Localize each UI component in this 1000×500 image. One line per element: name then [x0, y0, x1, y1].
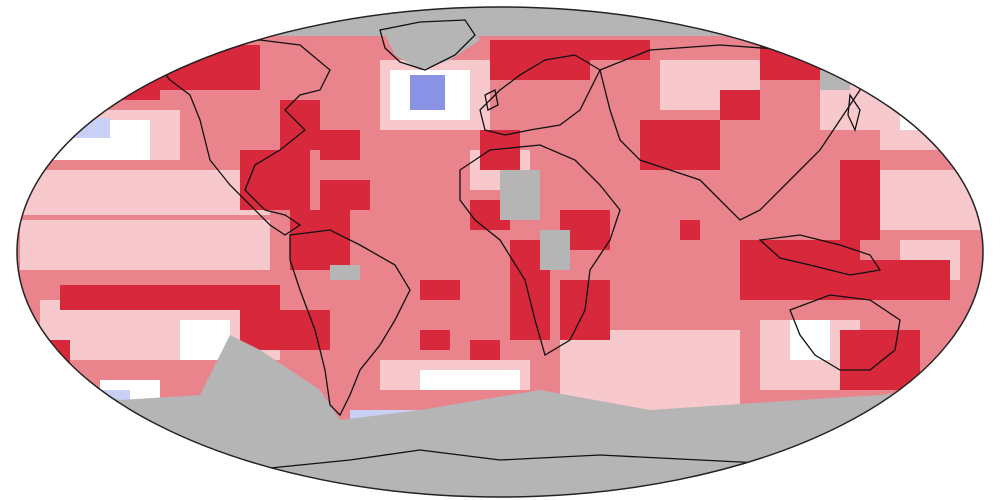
cell-record-warm — [320, 130, 360, 160]
cell-record-warm — [40, 340, 70, 370]
cell-record-warm — [240, 310, 330, 350]
globe-border — [16, 6, 984, 498]
cell-record-warm — [490, 40, 590, 80]
europe-outline — [479, 54, 601, 136]
cell-no-data — [500, 170, 540, 220]
cell-record-warm — [240, 150, 310, 210]
cell-record-warm — [150, 45, 260, 90]
cell-cooler — [60, 118, 110, 138]
cell-record-warm — [680, 220, 700, 240]
cell-record-warm — [640, 120, 720, 170]
antarctic-no-data — [17, 335, 983, 497]
cell-record-warm — [740, 240, 860, 300]
australia-outline — [789, 294, 901, 371]
cell-warmer — [880, 90, 970, 150]
cell-much-cooler — [410, 75, 445, 110]
cell-no-data — [540, 230, 570, 270]
cell-record-warm — [420, 280, 460, 300]
cell-record-warm — [860, 260, 950, 300]
cell-record-warm — [420, 330, 450, 350]
cell-record-warm — [760, 40, 860, 80]
japan-outline — [847, 93, 861, 132]
cell-record-warm — [590, 40, 650, 60]
africa-outline — [459, 144, 621, 356]
north-america-outline — [153, 39, 331, 236]
cell-warmer — [20, 220, 270, 270]
cell-record-warm — [470, 340, 500, 360]
cell-record-warm — [100, 70, 160, 100]
cell-record-warm — [840, 330, 920, 390]
uk-outline — [484, 89, 499, 111]
greenland-no-data — [380, 20, 480, 70]
cell-warmer — [20, 170, 270, 215]
cell-record-warm — [290, 210, 350, 270]
cell-no-data — [330, 265, 360, 280]
south-america-outline — [289, 229, 411, 417]
cell-record-warm — [480, 130, 520, 170]
arctic-no-data — [17, 7, 983, 36]
cell-warmer — [560, 330, 740, 410]
indonesia-outline — [758, 234, 882, 276]
greenland-outline — [379, 19, 476, 71]
cell-record-warm — [320, 180, 370, 210]
coastlines — [153, 19, 901, 471]
cell-near-average — [900, 100, 960, 130]
cell-record-warm — [60, 285, 280, 310]
cell-record-warm — [840, 160, 880, 240]
cell-near-average — [420, 370, 520, 390]
cell-record-warm — [720, 90, 760, 120]
cell-warmer — [880, 170, 980, 230]
no-data-cells — [330, 70, 850, 280]
